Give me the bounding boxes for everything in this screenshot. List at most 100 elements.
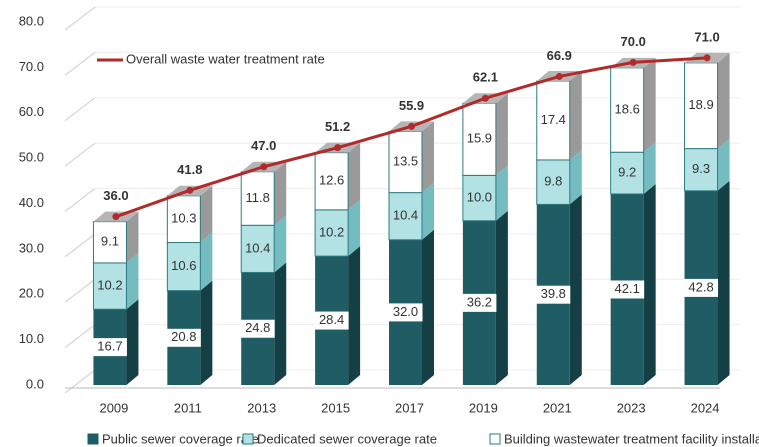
bar-segment <box>166 195 201 244</box>
legend-swatch <box>242 433 254 445</box>
line-label: 55.9 <box>399 98 424 113</box>
value-label: 17.4 <box>541 112 566 127</box>
line-label: 62.1 <box>473 70 498 85</box>
value-label: 28.4 <box>319 312 344 327</box>
line-point <box>629 58 637 66</box>
line-point <box>555 72 563 80</box>
bar-side <box>717 138 730 191</box>
value-label: 9.8 <box>544 174 562 189</box>
bar-side <box>126 252 139 310</box>
bar-segment <box>536 80 571 161</box>
value-label: 10.6 <box>171 258 196 273</box>
line-label: 36.0 <box>103 188 128 203</box>
label-box <box>240 319 275 338</box>
bar-side <box>348 199 361 257</box>
x-tick-label: 2015 <box>321 400 350 415</box>
label-box <box>536 285 571 304</box>
label-box <box>166 328 201 347</box>
value-label: 10.4 <box>245 240 270 255</box>
x-tick-label: 2011 <box>174 400 202 415</box>
y-tick-label: 40.0 <box>19 195 44 210</box>
legend-swatch <box>489 433 501 445</box>
label-box <box>610 280 645 299</box>
value-label: 16.7 <box>97 339 122 354</box>
value-label: 15.9 <box>467 131 492 146</box>
value-label: 39.8 <box>541 286 566 301</box>
label-box <box>462 293 497 312</box>
x-tick-label: 2023 <box>617 400 646 415</box>
value-label: 10.0 <box>467 189 492 204</box>
bar-segment <box>536 159 571 205</box>
y-tick-label: 20.0 <box>19 286 44 301</box>
legend-swatch <box>87 433 99 445</box>
y-tick-label: 50.0 <box>19 150 44 165</box>
grid-line <box>64 142 96 167</box>
value-label: 9.2 <box>618 165 636 180</box>
grid-line <box>64 97 96 122</box>
value-label: 20.8 <box>171 329 196 344</box>
bar-side <box>569 70 582 160</box>
bar-side <box>422 182 434 240</box>
value-label: 10.2 <box>97 278 122 293</box>
bar-side <box>643 183 656 385</box>
value-label: 36.2 <box>467 294 492 309</box>
value-label: 42.8 <box>688 279 713 294</box>
value-label: 32.0 <box>393 304 418 319</box>
value-label: 9.3 <box>692 161 710 176</box>
value-label: 18.6 <box>615 101 640 116</box>
bar-side <box>274 215 287 273</box>
line-point <box>408 122 415 130</box>
bar-side <box>126 299 139 385</box>
bar-segment <box>684 148 719 192</box>
grid-line <box>64 188 96 212</box>
bar-segment <box>462 174 497 222</box>
x-tick-label: 2021 <box>543 400 572 415</box>
value-label: 42.1 <box>615 281 640 296</box>
line-point <box>703 54 711 62</box>
x-tick-label: 2024 <box>691 400 720 415</box>
y-tick-label: 70.0 <box>19 59 44 74</box>
grid-line <box>64 51 96 76</box>
grid-line <box>64 6 96 31</box>
bar-side <box>200 280 213 385</box>
y-tick-label: 0.0 <box>26 376 44 391</box>
bar-side <box>422 229 434 385</box>
bar-segment <box>314 152 349 211</box>
legend-label: Building wastewater treatment facility i… <box>504 431 759 446</box>
value-label: 13.5 <box>393 153 418 168</box>
grid-line <box>64 369 96 394</box>
grid-line <box>64 324 96 349</box>
line-label: 41.8 <box>177 162 202 177</box>
bar-side <box>348 142 361 210</box>
value-label: 9.1 <box>101 234 119 249</box>
legend-label: Overall waste water treatment rate <box>126 51 325 66</box>
value-label: 10.4 <box>393 208 418 223</box>
label-box <box>388 303 423 322</box>
value-label: 10.2 <box>319 224 344 239</box>
bar-segment <box>166 242 201 292</box>
x-tick-label: 2009 <box>99 400 128 415</box>
line-label: 70.0 <box>621 34 646 49</box>
bar-side <box>348 246 361 385</box>
value-label: 12.6 <box>319 173 344 188</box>
grid-line <box>64 233 96 258</box>
line-point <box>112 213 120 221</box>
value-label: 10.3 <box>171 211 196 226</box>
bar-segment <box>314 209 349 257</box>
line-point <box>260 163 268 171</box>
bar-side <box>274 262 287 385</box>
y-tick-label: 80.0 <box>19 13 44 28</box>
grid-line <box>64 278 96 303</box>
label-box <box>92 338 127 357</box>
bar-side <box>200 232 213 291</box>
x-tick-label: 2019 <box>469 400 498 415</box>
bar-side <box>569 194 582 385</box>
bar-side <box>717 52 730 149</box>
line-label: 47.0 <box>251 138 276 153</box>
bar-side <box>569 149 582 205</box>
bar-side <box>495 165 508 221</box>
bar-segment <box>388 130 423 194</box>
label-box <box>314 311 349 330</box>
bar-segment <box>240 224 275 273</box>
